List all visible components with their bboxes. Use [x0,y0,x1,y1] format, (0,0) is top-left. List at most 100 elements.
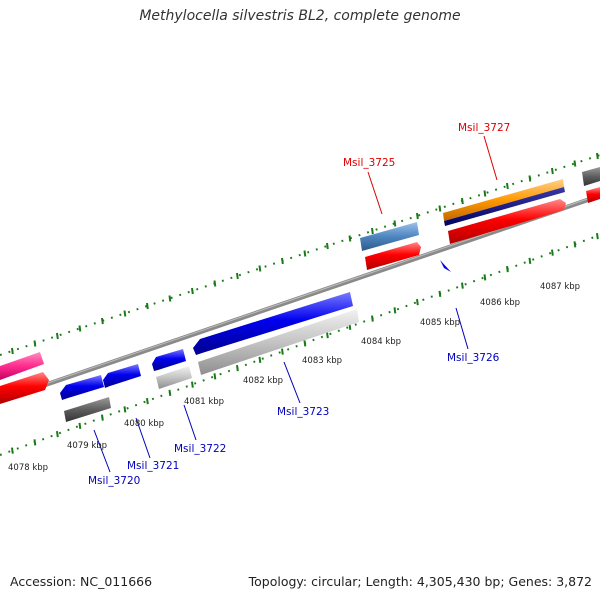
gc-major-tick [258,356,262,364]
gc-major-tick [573,241,577,248]
gc-major-tick [528,175,532,182]
gc-major-tick [438,205,442,212]
red-feature-right [586,187,600,203]
Msil_3720-leader [93,429,111,473]
gc-major-tick [123,406,127,413]
Msil_3721-leader [135,417,151,459]
gc-major-tick [551,249,554,256]
gene-label-Msil_3727[interactable]: Msil_3727 [458,122,510,134]
gene-labels: Msil_3720 Msil_3721 Msil_3722 Msil_3723 … [88,122,510,487]
gc-major-tick [213,280,217,287]
gc-major-tick [236,272,239,280]
gc-major-tick [461,197,464,205]
gc-major-tick [483,190,487,197]
Msil_3723-blue-arrow [193,292,353,355]
gc-major-tick [416,298,419,306]
kbp-label: 4087 kbp [540,282,580,292]
gc-major-tick [416,212,419,220]
gene-label-Msil_3721[interactable]: Msil_3721 [127,460,179,472]
chromosome-backbone [0,193,600,403]
gene-label-Msil_3725[interactable]: Msil_3725 [343,157,395,169]
map-title: Methylocella silvestris BL2, complete ge… [139,8,461,24]
gc-major-tick [596,152,599,160]
gc-major-tick [506,182,509,190]
kbp-label: 4080 kbp [124,419,164,429]
gc-major-tick [78,325,82,332]
Msil_3727-red-arrow [448,199,566,244]
gene-label-Msil_3726[interactable]: Msil_3726 [447,352,500,364]
gc-major-tick [348,235,352,242]
gc-major-tick [551,167,554,175]
gc-major-tick [168,389,172,397]
reverse-features [60,260,451,422]
Msil_3727-leader [483,135,498,181]
Msil_3723-leader [283,361,301,404]
gc-major-tick [483,274,487,281]
gc-major-tick [461,282,464,289]
Msil_3725-steelblue-feature [360,222,419,251]
gc-major-tick [11,347,14,355]
Msil_3720-blue-arrow [60,375,104,400]
gc-major-tick [438,290,442,298]
gc-major-tick [303,340,307,347]
kbp-label: 4078 kbp [8,463,48,473]
gc-major-tick [33,439,37,446]
Msil_3725-red-arrow [365,242,421,270]
gc-major-tick [78,422,82,430]
forward-features [0,167,600,404]
Msil_3727-navy-feature [444,187,565,226]
gene-label-Msil_3722[interactable]: Msil_3722 [174,443,226,455]
kbp-label: 4083 kbp [302,356,342,366]
kbp-label: 4084 kbp [361,337,401,347]
gc-major-tick [191,287,194,295]
gc-major-tick [371,227,374,235]
gc-major-tick [101,414,104,421]
Msil_3725-leader [367,171,383,215]
Msil_3723-lightgray-feature [198,309,359,375]
gc-major-tick [146,397,149,405]
accession-text: Accession: NC_011666 [10,574,153,589]
gc-major-tick [258,265,262,272]
gene-label-Msil_3720[interactable]: Msil_3720 [88,475,140,487]
gc-major-tick [33,340,37,347]
Msil_3726-blue-arrow [440,260,451,272]
gc-major-tick [371,315,374,322]
gc-track-major-ticks [11,152,599,454]
gc-major-tick [506,265,509,273]
gc-major-tick [11,447,14,454]
gc-major-tick [236,364,239,372]
gc-major-tick [326,331,329,339]
gc-major-tick [596,232,599,240]
Msil_3726-leader [455,307,469,350]
gc-major-tick [123,310,127,317]
gc-major-tick [168,295,172,302]
kbp-label: 4085 kbp [420,318,460,328]
gc-major-tick [213,373,217,380]
magenta-feature [0,352,44,380]
gc-major-tick [393,220,397,227]
red-feature-left [0,372,49,404]
kbp-label: 4079 kbp [67,441,107,451]
gc-major-tick [573,160,577,167]
kbp-tick-labels: 4078 kbp 4079 kbp 4080 kbp 4081 kbp 4082… [8,282,580,473]
gc-major-tick [191,381,194,388]
kbp-label: 4086 kbp [480,298,520,308]
Msil_3727-orange-feature [443,179,564,221]
gray-feature-right [582,167,600,186]
gc-major-tick [146,302,149,310]
gc-major-tick [393,307,397,314]
gc-major-tick [281,348,284,355]
kbp-label: 4082 kbp [243,376,283,386]
kbp-label: 4081 kbp [184,397,224,407]
gc-major-tick [528,257,532,265]
leader-lines [93,135,498,473]
gene-label-Msil_3723[interactable]: Msil_3723 [277,406,329,418]
gc-major-tick [303,250,307,257]
gc-major-tick [56,332,59,340]
gc-major-tick [56,430,59,438]
gc-track-upper [0,154,600,356]
gc-track-lower [0,234,600,456]
genome-summary-text: Topology: circular; Length: 4,305,430 bp… [248,574,592,589]
Msil_3722-leader [183,404,197,441]
